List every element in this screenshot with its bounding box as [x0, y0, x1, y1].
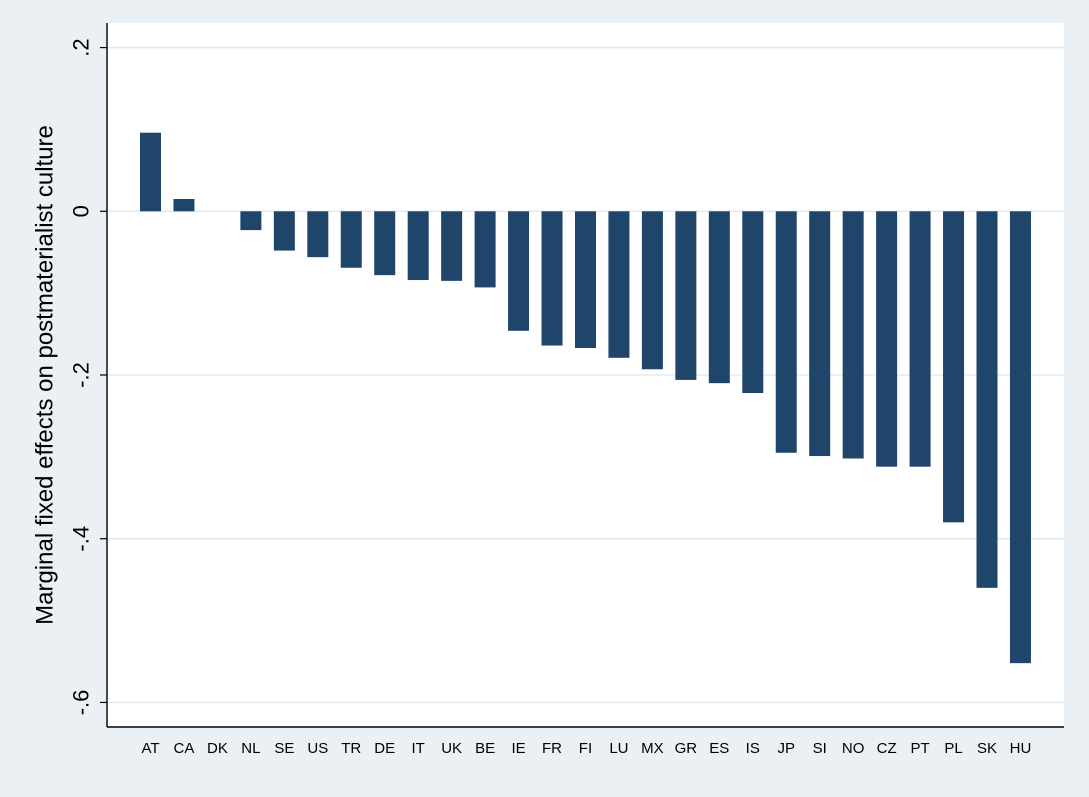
bar-jp — [775, 211, 797, 453]
bar-mx — [641, 211, 663, 370]
x-tick-label: BE — [475, 740, 495, 757]
x-tick-label: CZ — [877, 740, 897, 757]
y-axis-label: Marginal fixed effects on postmaterialis… — [32, 125, 59, 625]
bar-ca — [173, 199, 195, 212]
x-tick-label: US — [307, 740, 328, 757]
x-tick-label: IS — [746, 740, 760, 757]
bar-se — [273, 211, 295, 251]
bar-ie — [508, 211, 530, 331]
bar-es — [708, 211, 730, 384]
x-tick-label: JP — [777, 740, 795, 757]
bar-hu — [1009, 211, 1031, 664]
bar-lu — [608, 211, 630, 358]
x-tick-label: DE — [374, 740, 395, 757]
bar-at — [140, 132, 161, 212]
bar-uk — [441, 211, 463, 281]
bar-it — [407, 211, 429, 281]
x-tick-label: TR — [341, 740, 361, 757]
x-tick-label: PT — [910, 740, 929, 757]
bar-us — [307, 211, 329, 258]
x-tick-label: PL — [944, 740, 962, 757]
y-ticks: .2 0 -.2 -.4 -.6 — [69, 38, 107, 716]
x-tick-label: SE — [274, 740, 294, 757]
x-tick-label: ES — [709, 740, 729, 757]
bar-sk — [976, 211, 998, 588]
x-ticks: AT CA DK NL SE US TR DE IT UK BE IE FR FI LU MX GR ES IS JP… — [141, 740, 1031, 757]
x-tick-label: FR — [542, 740, 562, 757]
y-tick-label: 0 — [69, 205, 94, 217]
y-tick-label: -.2 — [69, 362, 94, 388]
x-tick-label: GR — [675, 740, 698, 757]
bar-is — [742, 211, 764, 394]
y-tick-label: -.6 — [69, 690, 94, 716]
y-tick-label: .2 — [69, 38, 94, 56]
bar-de — [374, 211, 396, 276]
bar-pl — [943, 211, 965, 523]
x-tick-label: HU — [1010, 740, 1032, 757]
bar-tr — [340, 211, 362, 268]
bars — [140, 132, 1031, 664]
x-tick-label: LU — [609, 740, 628, 757]
x-tick-label: IE — [511, 740, 525, 757]
bar-fr — [541, 211, 563, 346]
x-tick-label: NO — [842, 740, 865, 757]
bar-be — [474, 211, 496, 288]
x-tick-label: AT — [141, 740, 159, 757]
bar-cz — [876, 211, 898, 467]
bar-fi — [574, 211, 596, 348]
x-tick-label: SK — [977, 740, 997, 757]
bar-nl — [240, 211, 262, 231]
bar-pt — [909, 211, 931, 467]
x-tick-label: FI — [579, 740, 592, 757]
x-tick-label: SI — [813, 740, 827, 757]
bar-gr — [675, 211, 697, 380]
x-tick-label: MX — [641, 740, 664, 757]
y-tick-label: -.4 — [69, 526, 94, 552]
x-tick-label: DK — [207, 740, 228, 757]
x-tick-label: IT — [412, 740, 425, 757]
bar-no — [842, 211, 864, 459]
x-tick-label: UK — [441, 740, 462, 757]
bar-si — [809, 211, 831, 457]
x-tick-label: CA — [174, 740, 195, 757]
x-tick-label: NL — [241, 740, 260, 757]
